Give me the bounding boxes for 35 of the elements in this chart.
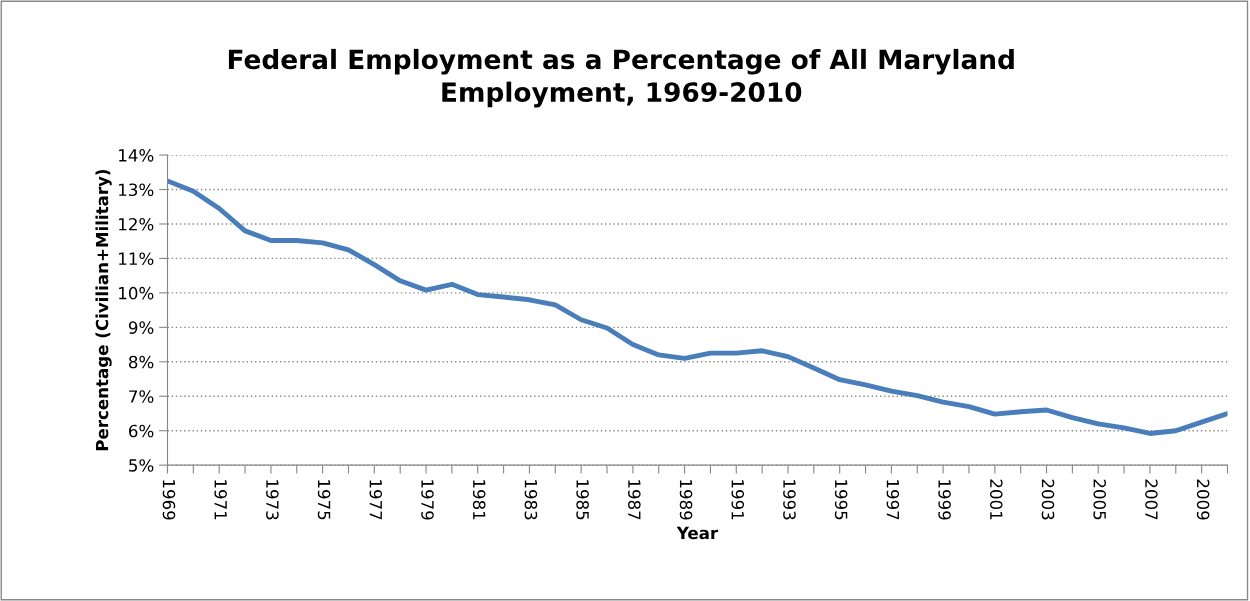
x-tick-label: 1973 xyxy=(266,480,279,520)
x-tick-label: 1999 xyxy=(938,480,951,520)
y-tick-label: 7% xyxy=(129,390,154,403)
x-tick-label: 2001 xyxy=(989,479,1003,520)
x-tick-label: 1975 xyxy=(317,480,331,520)
x-tick-label: 1985 xyxy=(576,480,589,520)
y-tick-label: 13% xyxy=(119,183,154,197)
y-axis-title: Percentage (Civilian+Military) xyxy=(95,169,112,451)
x-tick-label: 1969 xyxy=(162,480,176,520)
x-axis-title: Year xyxy=(676,526,719,540)
x-tick-label: 1979 xyxy=(421,480,434,520)
y-tick-label: 5% xyxy=(129,459,154,472)
x-tick-label: 1989 xyxy=(679,480,693,520)
chart-title: Federal Employment as a Percentage of All Maryland Employment, 1969-2010 xyxy=(228,48,1014,108)
x-tick-label: 1987 xyxy=(628,480,641,520)
x-tick-label: 2003 xyxy=(1041,479,1055,520)
x-tick-label: 1983 xyxy=(524,480,538,520)
y-tick-label: 12% xyxy=(119,217,154,231)
x-tick-label: 1993 xyxy=(783,480,796,520)
x-tick-label: 2009 xyxy=(1196,479,1210,520)
x-tick-label: 2005 xyxy=(1093,479,1106,520)
x-tick-label: 1997 xyxy=(886,480,900,520)
y-tick-label: 6% xyxy=(129,424,154,438)
y-tick-label: 9% xyxy=(128,321,154,334)
y-tick-label: 11% xyxy=(119,252,154,265)
line-series xyxy=(167,178,1228,436)
y-tick-label: 8% xyxy=(129,355,154,369)
x-tick-label: 1995 xyxy=(834,480,848,520)
y-tick-label: 14% xyxy=(119,149,154,162)
x-tick-label: 1981 xyxy=(472,480,486,520)
x-tick-label: 2007 xyxy=(1145,479,1158,520)
x-tick-label: 1977 xyxy=(369,480,383,520)
y-tick-label: 10% xyxy=(119,286,154,300)
x-tick-label: 1991 xyxy=(731,480,745,520)
x-tick-label: 1971 xyxy=(214,480,227,520)
